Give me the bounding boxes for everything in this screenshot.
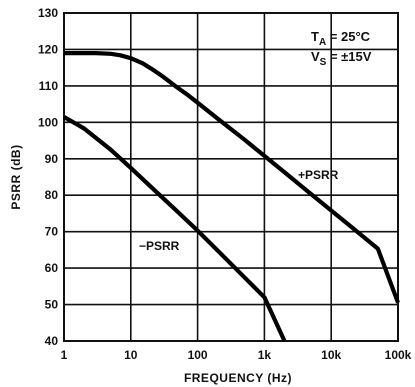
condition-supply-voltage: VS = ±15V: [311, 49, 372, 68]
x-axis-title: FREQUENCY (Hz): [184, 371, 292, 385]
y-tick-labels: 40 50 60 70 80 90 100 110 120 130: [38, 6, 58, 348]
series-line-plus-psrr: [64, 51, 400, 304]
x-tick-label: 1: [61, 348, 68, 362]
x-tick-label: 10k: [321, 348, 341, 362]
x-tick-label: 10: [124, 348, 138, 362]
y-tick-label: 120: [38, 42, 58, 56]
test-conditions: TA = 25°C VS = ±15V: [311, 29, 372, 68]
series-label-plus-psrr: +PSRR: [298, 168, 339, 182]
y-tick-label: 70: [45, 225, 59, 239]
x-tick-label: 100: [188, 348, 208, 362]
y-tick-label: 80: [45, 188, 59, 202]
y-tick-label: 100: [38, 115, 58, 129]
y-axis-title: PSRR (dB): [9, 144, 23, 209]
x-tick-label: 1k: [258, 348, 272, 362]
series-lines: [62, 51, 400, 342]
y-tick-label: 50: [45, 298, 59, 312]
x-tick-label: 100k: [385, 348, 412, 362]
y-tick-label: 130: [38, 6, 58, 20]
series-line-minus-psrr: [62, 115, 287, 342]
y-tick-label: 110: [39, 79, 59, 93]
condition-temperature: TA = 25°C: [311, 29, 371, 48]
plot-frame: [63, 12, 399, 342]
y-tick-label: 90: [45, 152, 59, 166]
series-label-minus-psrr: −PSRR: [139, 239, 180, 253]
y-tick-label: 40: [45, 334, 59, 348]
x-tick-labels: 1 10 100 1k 10k 100k: [61, 348, 412, 362]
y-tick-label: 60: [45, 261, 59, 275]
